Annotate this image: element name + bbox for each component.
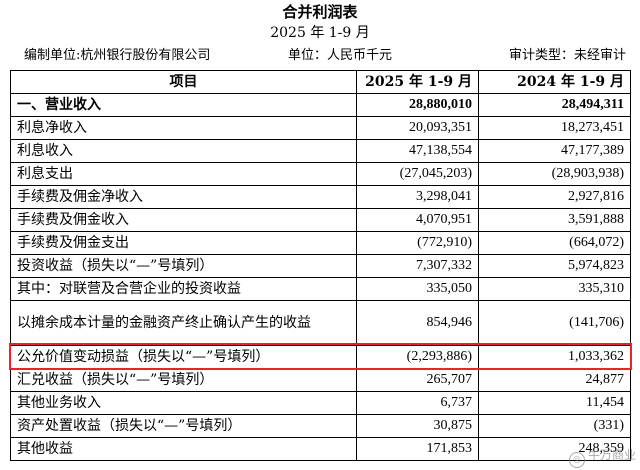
row-value-current: 854,946 bbox=[356, 300, 479, 346]
reporting-entity: 编制单位:杭州银行股份有限公司 bbox=[24, 48, 211, 63]
row-value-prior: (28,903,938) bbox=[478, 162, 631, 186]
row-value-current: 47,138,554 bbox=[356, 139, 479, 163]
row-value-prior: 11,454 bbox=[478, 391, 631, 415]
row-label: 其他业务收入 bbox=[10, 391, 357, 415]
row-value-prior: 3,591,888 bbox=[478, 208, 631, 232]
table-row-interest-expense: 利息支出 (27,045,203) (28,903,938) bbox=[10, 162, 631, 186]
row-value-current: 6,737 bbox=[356, 391, 479, 415]
row-label: 以摊余成本计量的金融资产终止确认产生的收益 bbox=[10, 300, 357, 346]
table-row-net-fee-income: 手续费及佣金净收入 3,298,041 2,927,816 bbox=[10, 185, 631, 209]
row-label: 利息支出 bbox=[10, 162, 357, 186]
row-label: 汇兑收益（损失以“—”号填列） bbox=[10, 368, 357, 392]
row-value-prior: 335,310 bbox=[478, 277, 631, 301]
row-value-current: 3,298,041 bbox=[356, 185, 479, 209]
row-value-current: (772,910) bbox=[356, 231, 479, 255]
watermark: ◎ 牛万商业 bbox=[568, 446, 636, 468]
column-header-prior: 2024 年 1-9 月 bbox=[478, 70, 631, 94]
row-value-current: 7,307,332 bbox=[356, 254, 479, 278]
row-value-current: 28,880,010 bbox=[356, 93, 479, 117]
row-label: 一、营业收入 bbox=[10, 93, 357, 117]
row-value-current: (2,293,886) bbox=[356, 345, 479, 369]
row-value-prior: (664,072) bbox=[478, 231, 631, 255]
row-label: 其中：对联营及合营企业的投资收益 bbox=[10, 277, 357, 301]
row-value-prior: 248,359 bbox=[478, 437, 631, 461]
row-label: 投资收益（损失以“—”号填列） bbox=[10, 254, 357, 278]
row-value-prior: 24,877 bbox=[478, 368, 631, 392]
row-value-prior: 47,177,389 bbox=[478, 139, 631, 163]
row-value-current: 4,070,951 bbox=[356, 208, 479, 232]
row-label: 手续费及佣金收入 bbox=[10, 208, 357, 232]
table-row-other-income: 其他收益 171,853 248,359 bbox=[10, 437, 631, 461]
row-label: 其他收益 bbox=[10, 437, 357, 461]
row-value-prior: 28,494,311 bbox=[478, 93, 631, 117]
table-row-net-interest-income: 利息净收入 20,093,351 18,273,451 bbox=[10, 116, 631, 140]
column-header-item: 项目 bbox=[10, 70, 357, 94]
row-value-prior: (141,706) bbox=[478, 300, 631, 346]
table-row-asset-disposal-gain: 资产处置收益（损失以“—”号填列） 30,875 (331) bbox=[10, 414, 631, 438]
table-row-fee-expense: 手续费及佣金支出 (772,910) (664,072) bbox=[10, 231, 631, 255]
row-value-current: 265,707 bbox=[356, 368, 479, 392]
row-value-current: (27,045,203) bbox=[356, 162, 479, 186]
statement-title: 合并利润表 bbox=[282, 3, 358, 21]
row-value-prior: 2,927,816 bbox=[478, 185, 631, 209]
row-value-prior: (331) bbox=[478, 414, 631, 438]
row-value-current: 171,853 bbox=[356, 437, 479, 461]
row-value-prior: 1,033,362 bbox=[478, 345, 631, 369]
table-row-other-business-income: 其他业务收入 6,737 11,454 bbox=[10, 391, 631, 415]
watermark-logo-icon: ◎ bbox=[568, 452, 585, 468]
watermark-text: 牛万商业 bbox=[587, 448, 636, 462]
income-statement-table: 项目 2025 年 1-9 月 2024 年 1-9 月 一、营业收入 28,8… bbox=[10, 70, 631, 461]
row-label: 手续费及佣金净收入 bbox=[10, 185, 357, 209]
table-row-exchange-gain: 汇兑收益（损失以“—”号填列） 265,707 24,877 bbox=[10, 368, 631, 392]
table-row-operating-income: 一、营业收入 28,880,010 28,494,311 bbox=[10, 93, 631, 117]
row-label: 公允价值变动损益（损失以“—”号填列） bbox=[10, 345, 357, 369]
row-value-prior: 5,974,823 bbox=[478, 254, 631, 278]
table-row-fee-income: 手续费及佣金收入 4,070,951 3,591,888 bbox=[10, 208, 631, 232]
row-value-prior: 18,273,451 bbox=[478, 116, 631, 140]
row-value-current: 335,050 bbox=[356, 277, 479, 301]
table-row-interest-income: 利息收入 47,138,554 47,177,389 bbox=[10, 139, 631, 163]
column-header-current: 2025 年 1-9 月 bbox=[356, 70, 479, 94]
table-row-fair-value-change: 公允价值变动损益（损失以“—”号填列） (2,293,886) 1,033,36… bbox=[10, 345, 631, 369]
audit-type: 审计类型：未经审计 bbox=[508, 48, 626, 63]
row-label: 利息净收入 bbox=[10, 116, 357, 140]
row-value-current: 30,875 bbox=[356, 414, 479, 438]
statement-period: 2025 年 1-9 月 bbox=[270, 25, 370, 41]
row-label: 手续费及佣金支出 bbox=[10, 231, 357, 255]
table-row-investment-income: 投资收益（损失以“—”号填列） 7,307,332 5,974,823 bbox=[10, 254, 631, 278]
table-header-row: 项目 2025 年 1-9 月 2024 年 1-9 月 bbox=[10, 70, 631, 94]
row-label: 利息收入 bbox=[10, 139, 357, 163]
row-value-current: 20,093,351 bbox=[356, 116, 479, 140]
table-row-associates-jv-income: 其中：对联营及合营企业的投资收益 335,050 335,310 bbox=[10, 277, 631, 301]
currency-unit: 单位：人民币千元 bbox=[288, 48, 393, 63]
row-label: 资产处置收益（损失以“—”号填列） bbox=[10, 414, 357, 438]
table-row-amortised-cost-derecognition: 以摊余成本计量的金融资产终止确认产生的收益 854,946 (141,706) bbox=[10, 300, 631, 346]
